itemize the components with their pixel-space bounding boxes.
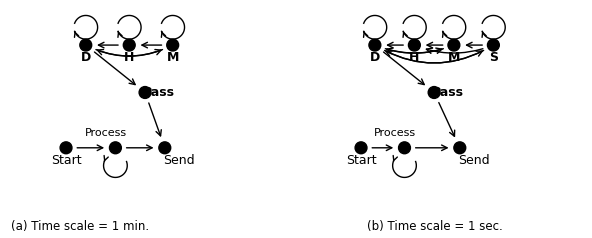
Circle shape — [428, 87, 440, 99]
Circle shape — [355, 142, 367, 154]
FancyArrowPatch shape — [77, 145, 103, 151]
Circle shape — [60, 142, 72, 154]
Text: M: M — [448, 51, 460, 64]
FancyArrowPatch shape — [142, 42, 162, 48]
Text: (b) Time scale = 1 sec.: (b) Time scale = 1 sec. — [367, 220, 503, 233]
Circle shape — [454, 142, 466, 154]
Circle shape — [80, 39, 92, 51]
Circle shape — [369, 39, 381, 51]
Text: Pass: Pass — [143, 86, 175, 99]
FancyArrowPatch shape — [439, 103, 455, 136]
FancyArrowPatch shape — [386, 50, 484, 63]
Text: D: D — [370, 51, 380, 64]
Text: Start: Start — [346, 154, 377, 167]
Text: Send: Send — [458, 154, 490, 167]
FancyArrowPatch shape — [466, 42, 482, 48]
FancyArrowPatch shape — [372, 145, 392, 151]
Text: H: H — [124, 51, 134, 64]
FancyArrowPatch shape — [98, 50, 163, 56]
Text: Start: Start — [51, 154, 81, 167]
Circle shape — [139, 87, 151, 99]
FancyArrowPatch shape — [127, 145, 152, 151]
FancyArrowPatch shape — [427, 42, 443, 48]
FancyArrowPatch shape — [385, 50, 482, 63]
FancyArrowPatch shape — [387, 48, 443, 53]
Text: D: D — [81, 51, 91, 64]
Circle shape — [167, 39, 179, 51]
Circle shape — [408, 39, 420, 51]
FancyArrowPatch shape — [385, 48, 442, 53]
FancyArrowPatch shape — [98, 42, 118, 48]
Circle shape — [110, 142, 121, 154]
Circle shape — [123, 39, 135, 51]
Text: S: S — [489, 51, 498, 64]
Circle shape — [487, 39, 499, 51]
FancyArrowPatch shape — [384, 52, 424, 84]
FancyArrowPatch shape — [96, 50, 161, 56]
Text: Process: Process — [374, 128, 416, 138]
Text: Send: Send — [163, 154, 194, 167]
FancyArrowPatch shape — [416, 145, 447, 151]
Text: H: H — [409, 51, 420, 64]
Text: Pass: Pass — [432, 86, 464, 99]
Circle shape — [448, 39, 460, 51]
FancyArrowPatch shape — [388, 42, 403, 48]
Circle shape — [159, 142, 170, 154]
Text: (a) Time scale = 1 min.: (a) Time scale = 1 min. — [11, 220, 149, 233]
Circle shape — [398, 142, 410, 154]
FancyArrowPatch shape — [149, 103, 161, 136]
Text: Process: Process — [85, 128, 127, 138]
FancyArrowPatch shape — [95, 52, 135, 84]
Text: M: M — [166, 51, 179, 64]
FancyArrowPatch shape — [426, 48, 483, 53]
